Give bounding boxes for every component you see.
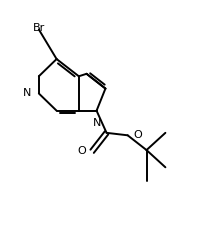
Text: N: N (92, 118, 101, 128)
Text: O: O (78, 146, 87, 156)
Text: N: N (23, 89, 31, 98)
Text: O: O (134, 130, 143, 140)
Text: Br: Br (33, 23, 45, 33)
